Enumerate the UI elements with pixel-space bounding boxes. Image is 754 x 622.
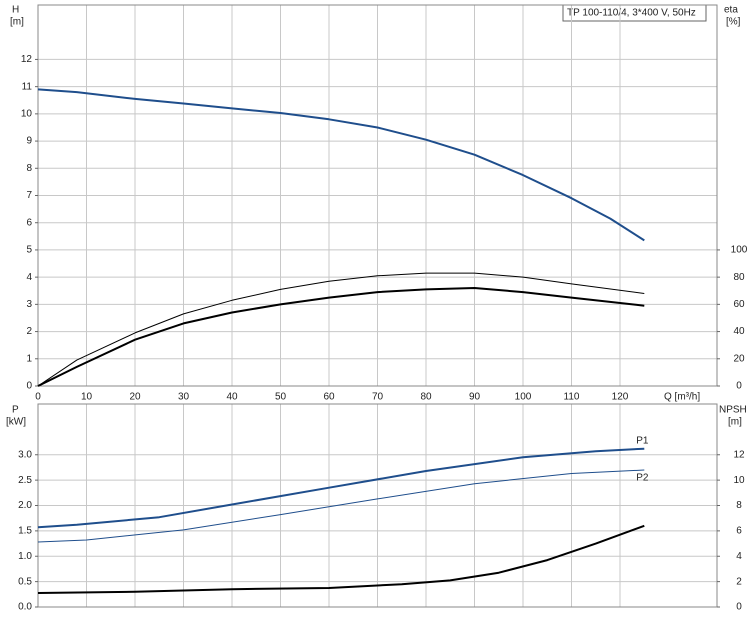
y2-tick-label: 100 [731,245,748,256]
y2-tick-label: 0 [736,602,742,613]
curve [37,469,645,543]
y-unit: [m] [10,17,24,28]
y-tick-label: 3.0 [18,449,32,460]
x-tick-label: 60 [323,392,335,403]
y-tick-label: 6 [26,217,32,228]
y2-label: eta [724,5,738,16]
curve [37,447,645,529]
y-tick-label: 1.0 [18,551,32,562]
y-tick-label: 2.0 [18,500,32,511]
y-tick-label: 8 [26,163,32,174]
y2-tick-label: 12 [733,449,745,460]
curve [37,88,645,242]
x-tick-label: 10 [81,392,93,403]
y2-unit: [m] [728,417,742,428]
y2-tick-label: 20 [733,353,745,364]
y-tick-label: 0.5 [18,576,32,587]
y-tick-label: 7 [26,190,32,201]
series-label: P2 [636,473,649,484]
x-tick-label: 120 [612,392,629,403]
y2-unit: [%] [726,17,741,28]
x-tick-label: 90 [469,392,481,403]
y-tick-label: 9 [26,136,32,147]
x-tick-label: 40 [226,392,238,403]
x-label: Q [m³/h] [664,392,700,403]
y-tick-label: 0.0 [18,602,32,613]
x-tick-label: 70 [372,392,384,403]
y-label: H [12,5,19,16]
y2-tick-label: 6 [736,526,742,537]
y-tick-label: 2 [26,326,32,337]
y-tick-label: 1 [26,353,32,364]
y2-tick-label: 4 [736,551,742,562]
chart-title: TP 100-110/4, 3*400 V, 50Hz [567,8,696,19]
x-tick-label: 110 [564,392,580,403]
x-tick-label: 100 [515,392,532,403]
y2-tick-label: 80 [733,272,745,283]
y-tick-label: 5 [26,245,32,256]
y2-tick-label: 2 [736,576,742,587]
y2-tick-label: 8 [736,500,742,511]
x-tick-label: 0 [35,392,41,403]
y-tick-label: 3 [26,299,32,310]
y2-tick-label: 60 [733,299,745,310]
y-tick-label: 2.5 [18,475,32,486]
curve [37,524,645,594]
curve [37,272,645,387]
y2-tick-label: 40 [733,326,745,337]
y-tick-label: 12 [21,54,33,65]
y-tick-label: 0 [26,381,32,392]
y2-label: NPSH [719,405,747,416]
y2-tick-label: 0 [736,381,742,392]
series-label: P1 [636,435,649,446]
y2-tick-label: 10 [733,475,745,486]
y-tick-label: 11 [22,81,33,92]
y-tick-label: 10 [21,108,33,119]
x-tick-label: 80 [420,392,432,403]
y-unit: [kW] [6,417,26,428]
curve [37,287,645,387]
y-tick-label: 1.5 [18,526,32,537]
x-tick-label: 50 [275,392,287,403]
x-tick-label: 30 [178,392,190,403]
x-tick-label: 20 [129,392,141,403]
y-label: P [12,405,19,416]
y-tick-label: 4 [26,272,32,283]
